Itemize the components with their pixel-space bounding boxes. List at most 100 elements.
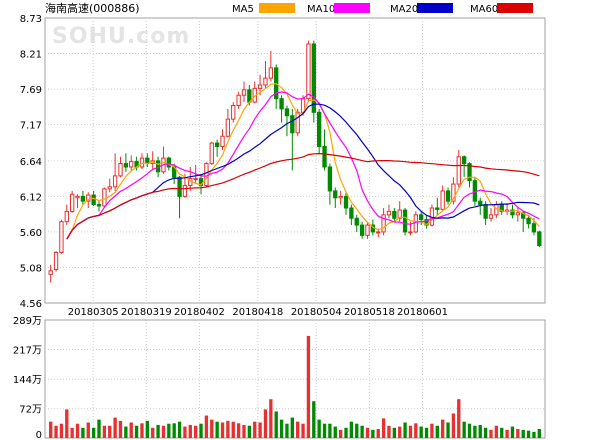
volume-bar xyxy=(258,422,262,438)
volume-bar xyxy=(134,425,139,438)
volume-tick-label: 144万 xyxy=(13,375,42,386)
candle-body xyxy=(397,209,402,219)
price-axis: 8.73 8.21 7.69 7.17 6.64 6.12 5.60 5.08 4.56 xyxy=(20,14,42,310)
volume-bar xyxy=(419,426,423,438)
volume-bar xyxy=(381,418,386,438)
volume-bar xyxy=(156,424,160,438)
volume-bar xyxy=(145,420,150,438)
volume-bar xyxy=(392,427,397,438)
candle-body xyxy=(220,135,225,147)
volume-bar xyxy=(285,423,289,438)
volume-bar xyxy=(70,427,74,438)
candle-body xyxy=(86,194,91,202)
candle-body xyxy=(338,195,343,199)
candle-body xyxy=(392,210,397,219)
volume-bar xyxy=(177,421,182,438)
volume-bar xyxy=(140,423,144,438)
candle-body xyxy=(440,190,445,210)
volume-bar xyxy=(505,429,509,438)
x-axis: 20180305 20180319 20180402 20180418 20180504… xyxy=(68,307,448,318)
candle-body xyxy=(48,270,53,275)
volume-bar xyxy=(97,419,101,438)
volume-bar xyxy=(118,420,123,438)
candle-body xyxy=(231,104,236,120)
volume-bar xyxy=(338,429,343,438)
volume-bar xyxy=(167,423,171,438)
volume-bar xyxy=(269,399,273,438)
volume-bar xyxy=(489,429,493,438)
candle-body xyxy=(488,214,494,219)
x-tick-label: 20180601 xyxy=(397,307,448,318)
candle-body xyxy=(204,163,209,186)
volume-bar xyxy=(81,427,85,438)
candle-body xyxy=(129,161,134,168)
candle-body xyxy=(419,214,424,221)
volume-bar xyxy=(49,421,53,438)
volume-bar xyxy=(102,425,107,438)
volume-bar xyxy=(124,426,128,438)
volume-bar xyxy=(521,429,525,438)
candle-body xyxy=(53,251,59,271)
volume-bar xyxy=(204,415,209,438)
y-tick-label: 6.12 xyxy=(20,192,42,203)
x-tick-label: 20180418 xyxy=(232,307,283,318)
volume-grid xyxy=(45,320,545,438)
y-tick-label: 7.69 xyxy=(20,85,42,96)
volume-bar xyxy=(532,431,536,438)
candle-body xyxy=(413,214,418,233)
volume-bar xyxy=(210,419,214,438)
candle-body xyxy=(107,186,112,190)
candle-body xyxy=(214,142,220,147)
x-tick-label: 20180402 xyxy=(174,307,225,318)
volume-bar xyxy=(301,423,305,438)
candle-body xyxy=(91,194,96,206)
volume-bar xyxy=(457,399,461,438)
volume-bar xyxy=(86,422,90,438)
volume-bar xyxy=(290,417,294,438)
candle-body xyxy=(263,77,268,86)
y-tick-label: 6.64 xyxy=(20,157,42,168)
candle-body xyxy=(75,195,80,199)
candle-body xyxy=(402,209,408,233)
y-tick-label: 8.73 xyxy=(20,14,42,25)
volume-bar xyxy=(161,425,166,438)
candle-body xyxy=(537,231,542,247)
volume-bar xyxy=(296,421,300,438)
candle-body xyxy=(241,89,247,96)
y-tick-label: 7.17 xyxy=(20,121,42,132)
candle-body xyxy=(322,145,327,168)
candle-body xyxy=(177,176,182,197)
candle-body xyxy=(209,142,214,165)
volume-bar xyxy=(236,423,241,438)
candle-body xyxy=(327,166,333,192)
candle-body xyxy=(69,193,75,212)
candle-body xyxy=(306,43,311,100)
volume-bar xyxy=(387,425,391,438)
candle-body xyxy=(316,111,322,147)
volume-bar xyxy=(54,425,58,438)
volume-bar xyxy=(247,425,252,438)
volume-bar xyxy=(253,421,257,438)
volume-bar xyxy=(360,425,364,438)
candle-body xyxy=(515,212,521,216)
volume-bar xyxy=(435,425,439,438)
volume-bar xyxy=(306,335,311,438)
moving-averages xyxy=(66,82,540,240)
legend-swatch xyxy=(334,3,370,13)
volume-bar xyxy=(462,421,466,438)
volume-bar xyxy=(408,425,413,438)
volume-bar xyxy=(151,427,155,438)
volume-bar xyxy=(473,425,477,438)
candle-body xyxy=(311,43,316,113)
volume-bar xyxy=(414,423,418,438)
volume-bar xyxy=(172,423,176,438)
volume-bar xyxy=(328,423,332,438)
volume-bar xyxy=(403,422,407,438)
volume-bar xyxy=(188,424,192,438)
legend-swatch xyxy=(259,3,295,13)
candles xyxy=(48,40,542,283)
volume-bar xyxy=(199,423,203,438)
volume-bar xyxy=(371,429,375,438)
ma-line xyxy=(66,152,540,240)
candle-body xyxy=(257,84,263,89)
